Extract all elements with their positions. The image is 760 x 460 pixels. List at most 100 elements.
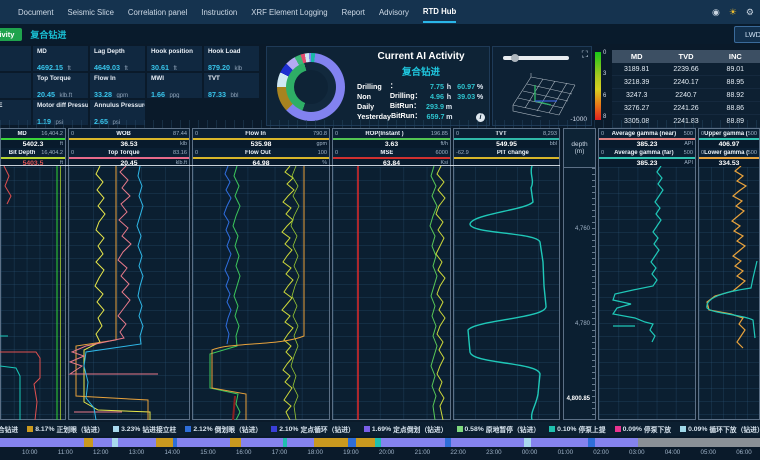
param-label: Hook Load xyxy=(208,48,241,55)
timeline-segment[interactable] xyxy=(588,438,595,447)
timeline-segment[interactable] xyxy=(523,438,532,447)
slider-knob[interactable] xyxy=(511,54,519,62)
legend-item[interactable]: 3.23% 钻进接立柱 xyxy=(113,424,176,434)
timeline-segment[interactable] xyxy=(287,438,314,447)
current-depth-label: 4,800.85 xyxy=(566,396,590,402)
param-label: pth xyxy=(0,48,27,55)
time-label: 17:00 xyxy=(271,449,288,456)
track-plot-area[interactable] xyxy=(599,167,695,419)
track-plot-area[interactable] xyxy=(699,167,759,419)
log-track-flow[interactable]: 0 Flow In 790.8 535.98 gpm 0 Flow Out 100 64.… xyxy=(192,128,330,420)
log-track-wob-torque[interactable]: 0 WOB 87.44 36.53 klb 0 Top Torque 83.16 20.4… xyxy=(68,128,190,420)
timeline-segment[interactable] xyxy=(374,438,381,447)
timeline-segment[interactable] xyxy=(155,438,173,447)
survey-row: 3276.27 2241.26 88.86 xyxy=(612,102,760,115)
timeline-segment[interactable] xyxy=(638,438,760,447)
param-label: Annulus Pressure... xyxy=(94,102,145,109)
legend-item[interactable]: 26.50% 复合钻进 xyxy=(0,427,19,434)
track-plot-area[interactable] xyxy=(193,167,329,419)
activity-title: Current AI Activity xyxy=(377,51,465,62)
timeline-segment[interactable] xyxy=(282,438,288,447)
depth-label: 4,780 xyxy=(574,321,590,327)
param-label: MD xyxy=(37,48,47,55)
param-unit: ft xyxy=(124,66,128,71)
timeline-segment[interactable] xyxy=(172,438,178,447)
nav-item[interactable]: Advisory xyxy=(378,7,409,17)
param-value: 4649.03 xyxy=(94,63,120,71)
timeline-segment[interactable] xyxy=(83,438,93,447)
param-card: Hook Load 879.20 klb xyxy=(204,46,259,71)
timeline-segment[interactable] xyxy=(111,438,118,447)
time-label: 22:00 xyxy=(450,449,466,456)
ai-activity-badge[interactable]: AI Activity xyxy=(0,27,23,41)
settings-gear-icon[interactable]: ⚙ xyxy=(745,6,754,17)
trajectory-3d-viewer[interactable]: ⛶ -1000 xyxy=(492,46,592,126)
param-value: 20.45 xyxy=(37,90,55,98)
activity-timeline-bar[interactable] xyxy=(0,438,760,447)
survey-row: 3218.39 2240.17 88.95 xyxy=(612,76,760,89)
param-label: Lag Depth xyxy=(94,48,125,55)
nav-item[interactable]: RTD Hub xyxy=(422,2,457,23)
survey-row: 3189.81 2239.66 89.01 xyxy=(612,63,760,76)
param-card: Top Torque 20.45 klb.ft xyxy=(33,73,88,98)
log-track-tvt[interactable]: 0 TVT 8,293 549.95 bbl -62.9 PIT change xyxy=(453,128,560,420)
nav-item[interactable]: Instruction xyxy=(201,7,238,17)
timeline-segment[interactable] xyxy=(380,438,446,447)
activity-stat-row: Yesterday BitRun： 659.7 m xyxy=(357,111,453,121)
legend-item[interactable]: 8.17% 正划眼（钻进） xyxy=(27,424,104,434)
track-plot-area[interactable] xyxy=(333,167,450,419)
log-track-rop-mse[interactable]: 0 ROP(Instant ) 196.85 3.63 ft/h 0 MSE 6000 6… xyxy=(332,128,451,420)
track-plot-area[interactable] xyxy=(69,167,189,419)
nav-item[interactable]: Correlation panel xyxy=(127,7,188,17)
legend-swatch xyxy=(456,426,463,432)
timeline-segment[interactable] xyxy=(347,438,356,447)
log-track-depth[interactable]: MD 16,404.2 5402.3 ft Bit Depth 16,404.2 54… xyxy=(0,128,66,420)
survey-table-body[interactable]: 3189.81 2239.66 89.01 3218.39 2240.17 88.95 … xyxy=(612,57,760,128)
param-label: Flow In xyxy=(94,75,116,82)
param-label: PM xyxy=(0,75,27,82)
timeline-segment[interactable] xyxy=(240,438,283,447)
nav-item[interactable]: Seismic Slice xyxy=(67,7,114,17)
status-circle-icon[interactable]: ◉ xyxy=(711,6,720,17)
lwd-data-button[interactable]: LWD Data xyxy=(733,26,760,43)
time-label: 01:00 xyxy=(557,449,574,456)
legend-swatch xyxy=(549,426,556,432)
activity-stat-row: Daily BitRun： 293.9 m xyxy=(357,101,453,111)
timeline-segment[interactable] xyxy=(451,438,524,447)
timeline-segment[interactable] xyxy=(313,438,348,447)
legend-item[interactable]: 2.12% 倒划眼（钻进） xyxy=(185,424,262,434)
info-icon[interactable]: i xyxy=(476,113,485,122)
fullscreen-icon[interactable]: ⛶ xyxy=(581,49,588,59)
timeline-segment[interactable] xyxy=(92,438,112,447)
timeline-segment[interactable] xyxy=(594,438,639,447)
nav-item[interactable]: XRF Element Logging xyxy=(251,7,328,17)
theme-sun-icon[interactable]: ☀ xyxy=(728,6,737,17)
param-value: 4692.15 xyxy=(37,63,63,71)
legend-item[interactable]: 0.58% 原地暂停（钻进） xyxy=(456,424,540,434)
legend-item[interactable]: 0.09% 循环下放（钻进） xyxy=(680,424,760,434)
timeline-segment[interactable] xyxy=(531,438,589,447)
nav-item[interactable]: Report xyxy=(341,7,365,17)
gamma-track-average[interactable]: 0 Average gamma (near) 500 385.23 API 0 Aver… xyxy=(598,128,696,420)
legend-item[interactable]: 2.10% 定点循环（钻进） xyxy=(271,424,355,434)
timeline-segment[interactable] xyxy=(177,438,231,447)
legend-item[interactable]: 0.09% 停泵下放 xyxy=(614,424,671,434)
view-slider[interactable] xyxy=(503,54,569,62)
timeline-segment[interactable] xyxy=(445,438,452,447)
time-label: 16:00 xyxy=(235,449,252,456)
timeline-segment[interactable] xyxy=(0,438,84,447)
track-plot-area[interactable] xyxy=(1,167,65,419)
param-unit: klb.ft xyxy=(59,93,73,98)
param-card: Hook position 30.61 ft xyxy=(147,46,202,71)
timeline-segment[interactable] xyxy=(117,438,156,447)
track-plot-area[interactable] xyxy=(454,167,559,419)
legend-item[interactable]: 0.10% 停泵上提 xyxy=(549,424,606,434)
timeline-axis: 10:00 11:00 12:00 13:00 14:00 15:00 16:00 17:00… xyxy=(0,449,760,456)
legend-swatch xyxy=(113,426,120,432)
nav-item[interactable]: Document xyxy=(18,7,54,17)
survey-table[interactable]: MD TVD INC 3189.81 2239.66 89.01 3218.39 22… xyxy=(612,50,760,128)
timeline-segment[interactable] xyxy=(355,438,375,447)
legend-item[interactable]: 1.69% 定点倒划（钻进） xyxy=(363,424,448,434)
timeline-segment[interactable] xyxy=(230,438,241,447)
